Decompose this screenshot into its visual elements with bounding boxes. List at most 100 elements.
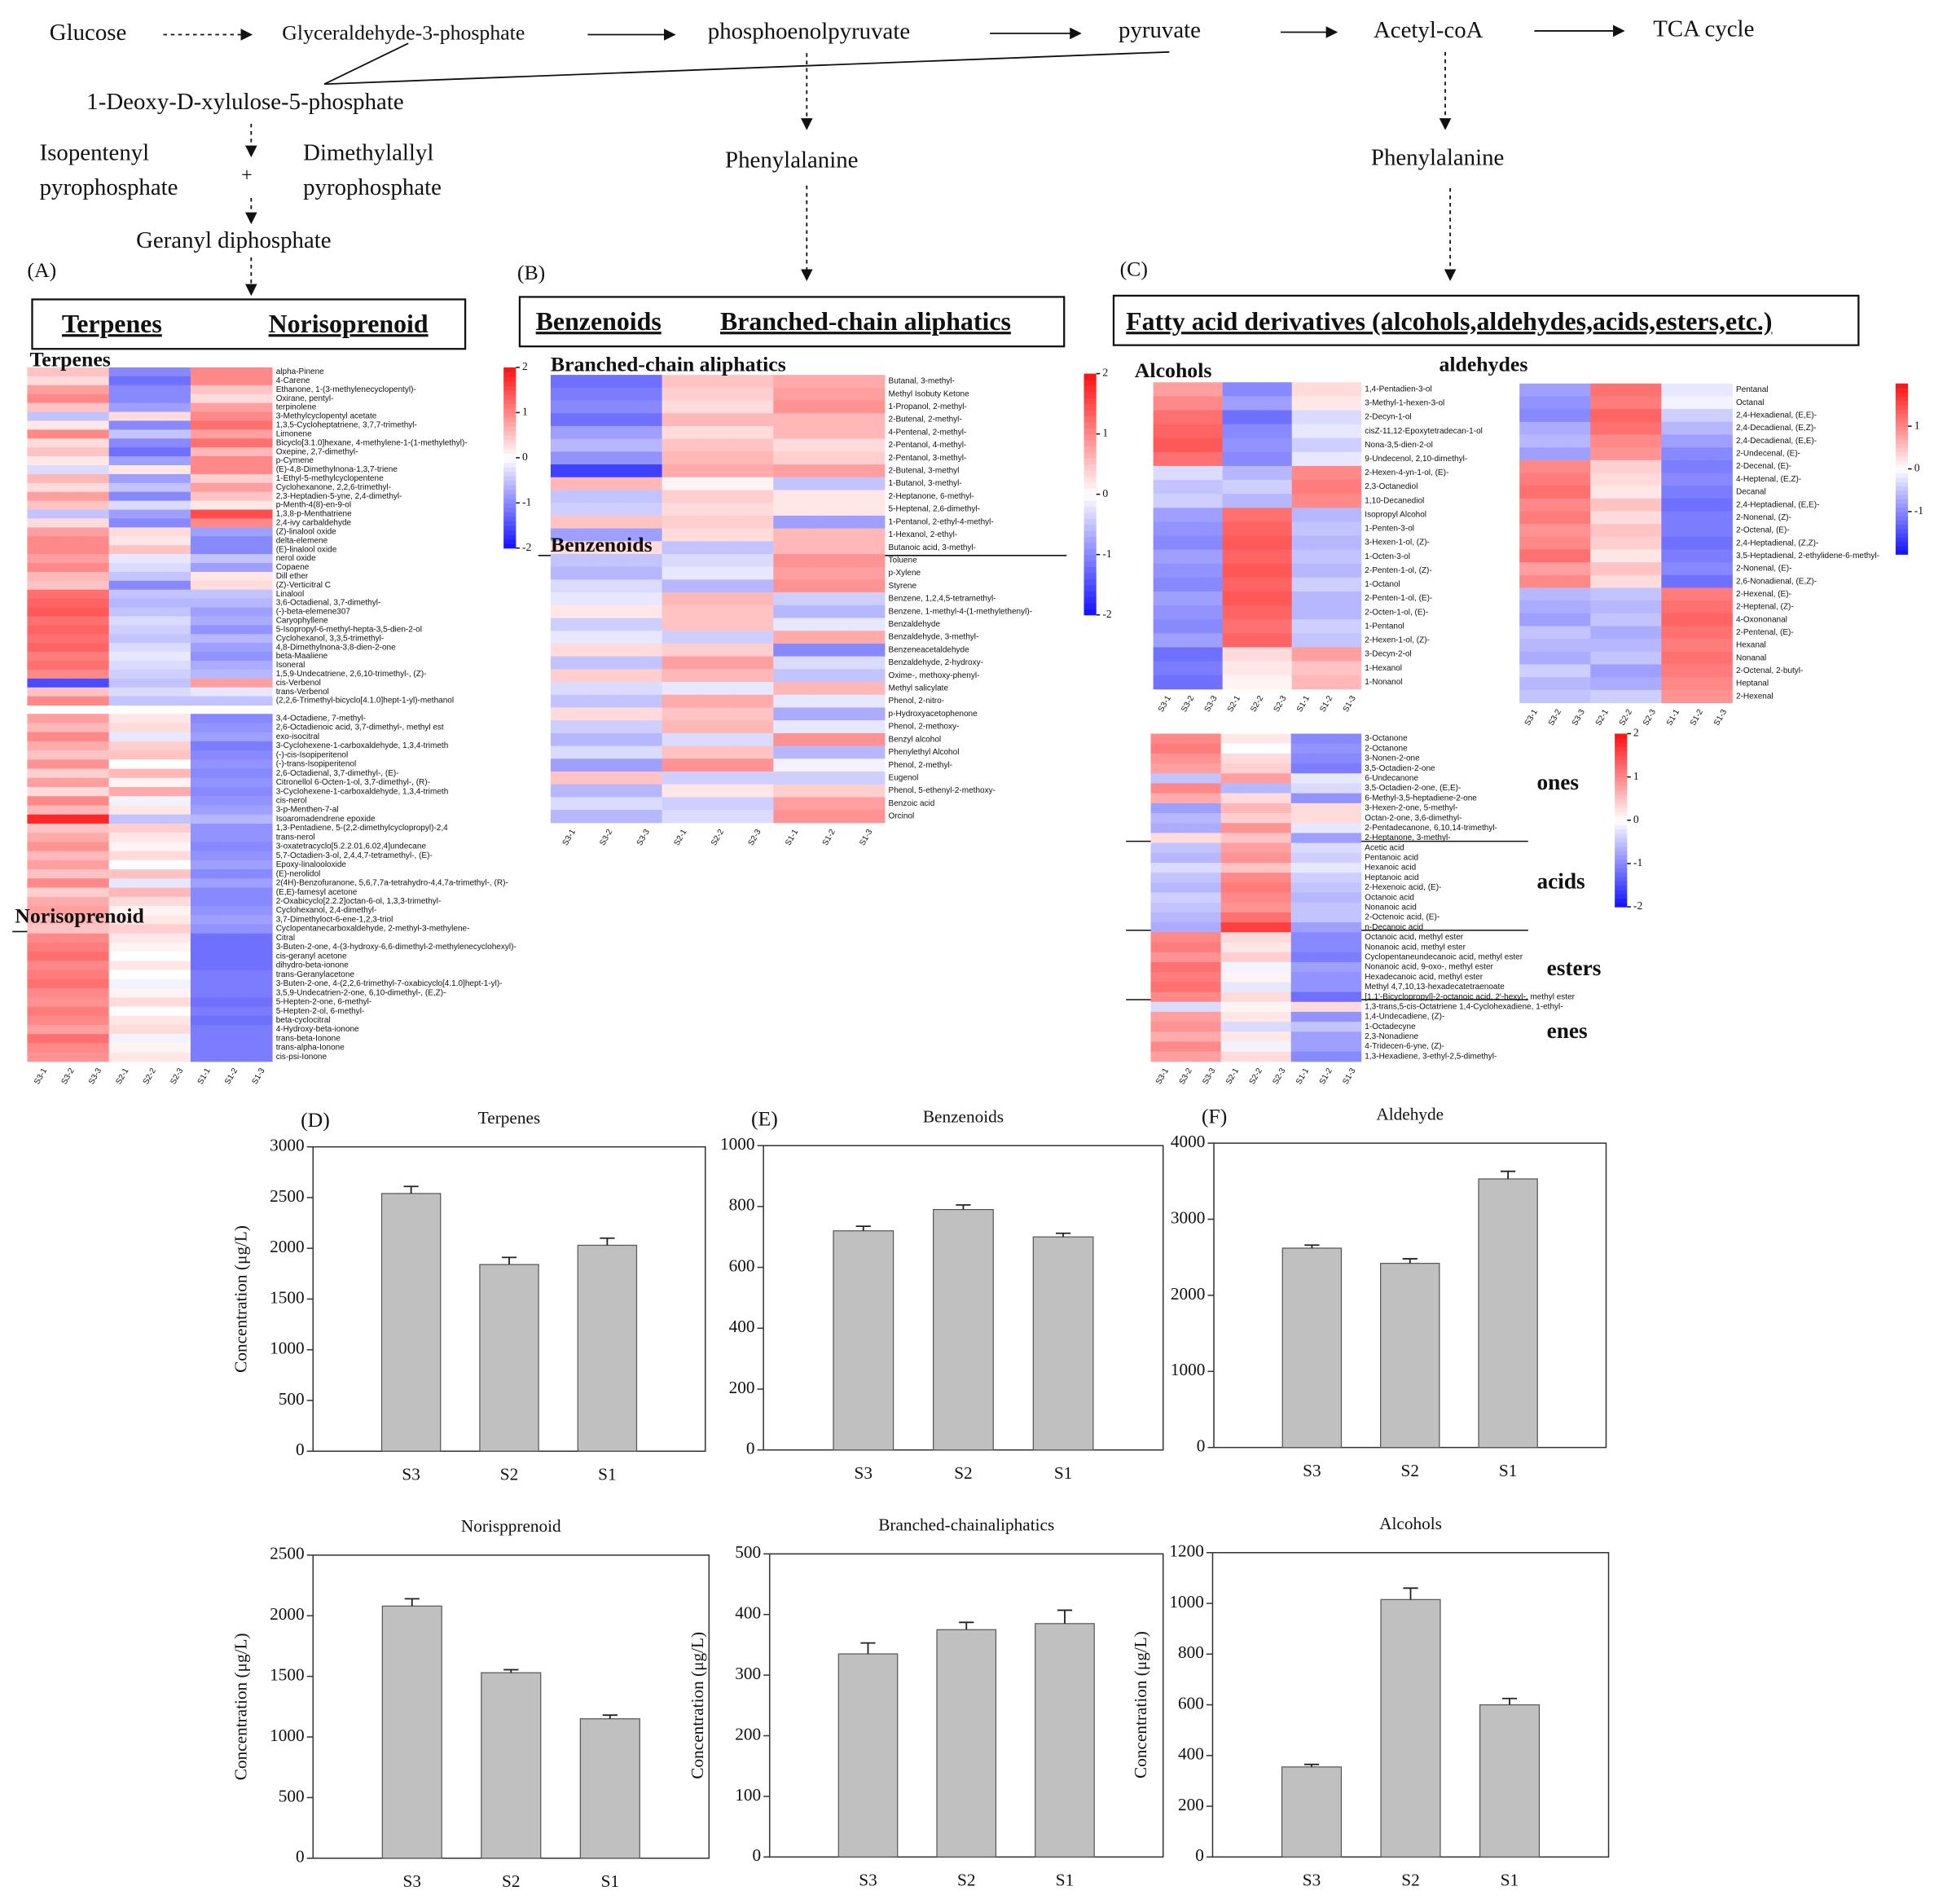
heatmap-cell	[108, 896, 137, 907]
heatmap-cell	[190, 823, 218, 833]
heatmap-cell	[1176, 577, 1200, 592]
heatmap-cell	[1338, 833, 1362, 844]
row-label: 1-Ethyl-5-methylcyclopentene	[276, 474, 384, 483]
heatmap-cell	[27, 589, 55, 600]
pathway-node: pyruvate	[1119, 17, 1201, 43]
heatmap-cell	[1590, 549, 1615, 563]
row-label: 2-Hexen-1-ol, (Z)-	[1365, 636, 1430, 645]
heatmap-cell	[1197, 793, 1222, 804]
heatmap-cell	[587, 797, 626, 811]
heatmap-cell	[1519, 409, 1544, 423]
heatmap-cell	[1174, 972, 1198, 983]
heatmap-cell	[550, 413, 588, 427]
heatmap-cell	[662, 503, 700, 517]
heatmap-cell	[54, 970, 82, 980]
heatmap-cell	[550, 618, 588, 631]
heatmap-cell	[1519, 383, 1544, 397]
panel-label: (D)	[301, 1108, 330, 1132]
heatmap-cell	[163, 634, 191, 644]
colorbar-label: 2	[1633, 727, 1639, 739]
heatmap-cell	[1685, 473, 1709, 486]
heatmap-cell	[1338, 577, 1362, 592]
heatmap-cell	[699, 643, 737, 657]
heatmap-cell	[587, 643, 626, 657]
heatmap-cell	[699, 732, 737, 747]
row-label: 2-Octanone	[1365, 744, 1408, 753]
heatmap-cell	[1338, 763, 1362, 774]
heatmap-cell	[1174, 733, 1198, 745]
row-label: Isoneral	[276, 661, 305, 670]
heatmap-cell	[27, 616, 55, 626]
heatmap-cell	[736, 784, 774, 798]
heatmap-cell	[550, 631, 588, 644]
heatmap-cell	[699, 631, 737, 644]
heatmap-cell	[218, 714, 246, 723]
heatmap-cell	[1290, 912, 1315, 923]
heatmap-cell	[625, 579, 663, 593]
heatmap-cell	[587, 566, 626, 580]
heatmap-cell	[625, 515, 663, 530]
heatmap-cell	[27, 500, 55, 511]
colorbar-step	[1895, 421, 1909, 427]
heatmap-cell	[108, 1043, 137, 1053]
heatmap-cell	[736, 579, 774, 593]
heatmap-cell	[1519, 574, 1544, 588]
heatmap-cell	[1244, 882, 1268, 894]
heatmap-cell	[163, 385, 191, 395]
heatmap-cell	[218, 970, 246, 980]
pathway-node: Acetyl-coA	[1374, 17, 1483, 43]
row-label: Epoxy-linalooloxide	[276, 860, 347, 869]
heatmap-cell	[163, 787, 191, 797]
heatmap-cell	[163, 571, 191, 582]
heatmap-cell	[218, 607, 246, 617]
heatmap-cell	[163, 1043, 191, 1053]
heatmap-cell	[1290, 873, 1315, 883]
heatmap-cell	[1199, 382, 1224, 397]
heatmap-cell	[190, 915, 218, 925]
colorbar-step	[1615, 842, 1628, 847]
heatmap-cell	[190, 687, 218, 697]
heatmap-cell	[1590, 434, 1615, 448]
heatmap-cell	[108, 491, 137, 502]
heatmap-cell	[136, 394, 164, 404]
heatmap-cell	[662, 771, 700, 785]
heatmap-cell	[1661, 587, 1686, 601]
heatmap-cell	[847, 592, 886, 606]
heatmap-cell	[810, 464, 848, 478]
heatmap-cell	[736, 438, 774, 452]
row-label: 2,3-Nonadiene	[1365, 1032, 1418, 1041]
pathway-node: Phenylalanine	[1371, 145, 1504, 171]
heatmap-cell	[1197, 961, 1222, 973]
heatmap-cell	[54, 952, 82, 961]
heatmap-cell	[163, 661, 191, 671]
heatmap-cell	[81, 869, 110, 879]
heatmap-cell	[163, 545, 191, 555]
heatmap-cell	[27, 732, 55, 742]
heatmap-cell	[1338, 1001, 1362, 1013]
heatmap-cell	[662, 541, 700, 555]
colorbar-step	[1615, 881, 1628, 886]
heatmap-cell	[81, 402, 110, 413]
heatmap-cell	[550, 694, 588, 708]
heatmap-cell	[218, 1034, 246, 1044]
heatmap-cell	[1519, 396, 1544, 410]
heatmap-cell	[847, 771, 886, 785]
heatmap-cell	[1197, 892, 1222, 904]
heatmap-cell	[1268, 793, 1292, 804]
x-tick-label: S1	[1501, 1871, 1519, 1890]
heatmap-cell	[810, 618, 848, 631]
heatmap-cell	[1268, 633, 1293, 648]
heatmap-cell	[1174, 952, 1198, 963]
heatmap-cell	[1338, 494, 1362, 508]
row-label: Oxirane, pentyl-	[276, 394, 334, 403]
heatmap-cell	[1197, 753, 1222, 764]
heatmap-cell	[1338, 932, 1362, 943]
heatmap-cell	[736, 477, 774, 490]
heatmap-cell	[1543, 549, 1567, 563]
row-label: Oxime-, methoxy-phenyl-	[889, 671, 980, 680]
heatmap-cell	[1519, 651, 1544, 665]
bar	[933, 1208, 994, 1451]
heatmap-cell	[136, 420, 164, 430]
heatmap-cell	[1245, 563, 1269, 578]
heatmap-cell	[1567, 409, 1591, 423]
